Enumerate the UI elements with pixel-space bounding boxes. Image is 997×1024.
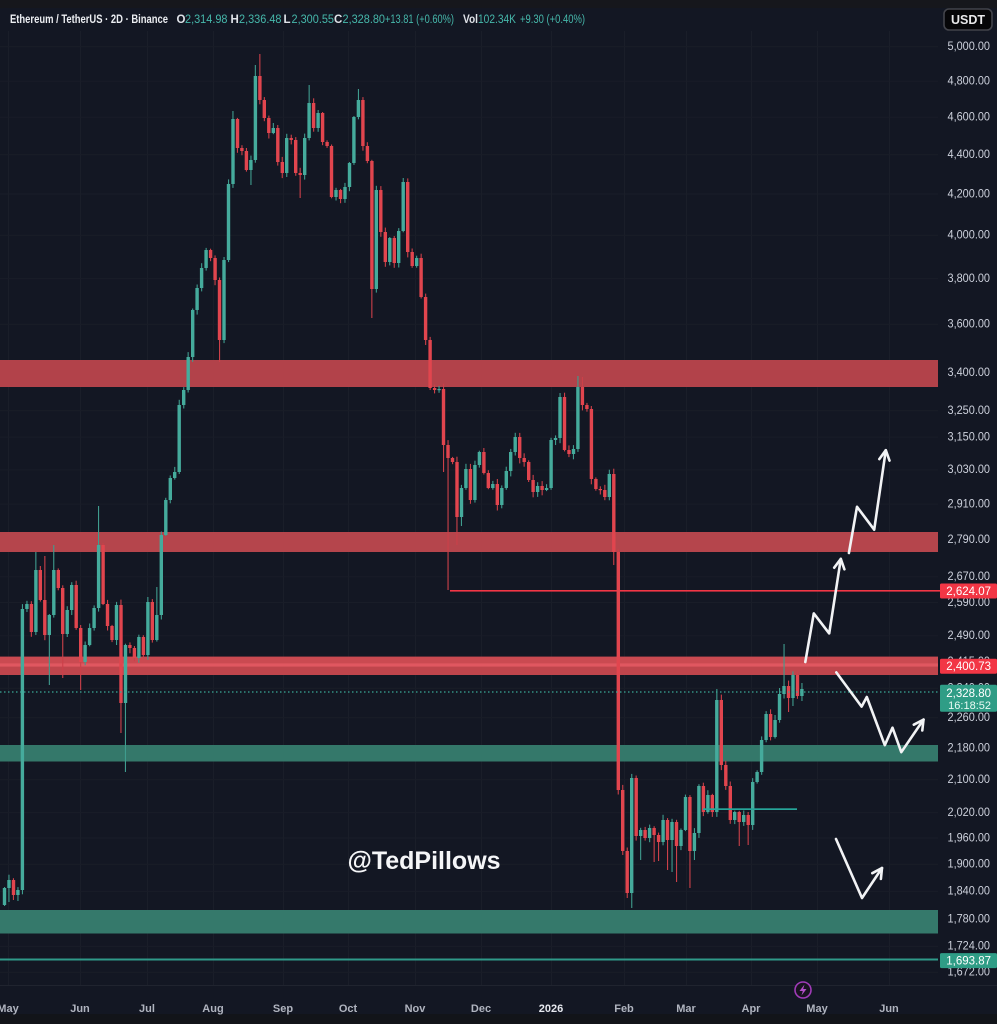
svg-text:2,314.98: 2,314.98 — [185, 14, 228, 26]
svg-text:2,328.80: 2,328.80 — [343, 14, 386, 26]
svg-text:C: C — [334, 14, 342, 26]
svg-text:3,150.00: 3,150.00 — [948, 431, 991, 443]
svg-text:2,400.73: 2,400.73 — [946, 661, 991, 673]
svg-text:4,400.00: 4,400.00 — [948, 149, 991, 161]
svg-text:H: H — [231, 14, 239, 26]
svg-text:1,724.00: 1,724.00 — [948, 941, 991, 953]
svg-text:2,336.48: 2,336.48 — [239, 14, 282, 26]
svg-text:O: O — [177, 14, 186, 26]
svg-text:3,400.00: 3,400.00 — [948, 367, 991, 379]
svg-text:Dec: Dec — [471, 1003, 491, 1015]
svg-text:L: L — [284, 14, 291, 26]
svg-text:4,800.00: 4,800.00 — [948, 76, 991, 88]
svg-text:Nov: Nov — [405, 1003, 427, 1015]
svg-text:Aug: Aug — [202, 1003, 223, 1015]
svg-text:Feb: Feb — [614, 1003, 634, 1015]
svg-text:@TedPillows: @TedPillows — [347, 847, 500, 875]
svg-text:2,180.00: 2,180.00 — [948, 742, 991, 754]
svg-text:Apr: Apr — [742, 1003, 762, 1015]
svg-text:3,800.00: 3,800.00 — [948, 273, 991, 285]
svg-text:1,693.87: 1,693.87 — [946, 956, 991, 968]
svg-text:2,328.80: 2,328.80 — [946, 688, 991, 700]
svg-text:4,600.00: 4,600.00 — [948, 112, 991, 124]
svg-text:16:18:52: 16:18:52 — [948, 700, 991, 712]
svg-text:Jun: Jun — [879, 1003, 899, 1015]
svg-text:4,000.00: 4,000.00 — [948, 230, 991, 242]
svg-text:3,600.00: 3,600.00 — [948, 319, 991, 331]
svg-text:USDT: USDT — [951, 13, 985, 27]
svg-text:Jun: Jun — [70, 1003, 90, 1015]
svg-text:1,672.00: 1,672.00 — [948, 967, 991, 979]
svg-text:2,300.55: 2,300.55 — [292, 14, 335, 26]
svg-text:+9.30 (+0.40%): +9.30 (+0.40%) — [520, 14, 585, 26]
svg-text:2,790.00: 2,790.00 — [948, 534, 991, 546]
svg-text:2,590.00: 2,590.00 — [948, 597, 991, 609]
svg-text:2,670.00: 2,670.00 — [948, 571, 991, 583]
svg-text:Sep: Sep — [273, 1003, 293, 1015]
svg-text:1,780.00: 1,780.00 — [948, 914, 991, 926]
svg-text:May: May — [806, 1003, 828, 1015]
svg-text:Oct: Oct — [339, 1003, 358, 1015]
svg-text:May: May — [0, 1003, 20, 1015]
svg-text:2026: 2026 — [539, 1003, 563, 1015]
svg-text:Jul: Jul — [139, 1003, 155, 1015]
svg-text:1,900.00: 1,900.00 — [948, 859, 991, 871]
svg-text:2,910.00: 2,910.00 — [948, 498, 991, 510]
svg-text:3,250.00: 3,250.00 — [948, 405, 991, 417]
svg-text:Ethereum / TetherUS · 2D · Bin: Ethereum / TetherUS · 2D · Binance — [10, 14, 168, 26]
svg-text:Mar: Mar — [676, 1003, 696, 1015]
svg-text:Vol: Vol — [463, 14, 478, 26]
svg-text:2,020.00: 2,020.00 — [948, 807, 991, 819]
svg-text:5,000.00: 5,000.00 — [948, 41, 991, 53]
svg-text:2,490.00: 2,490.00 — [948, 630, 991, 642]
svg-text:4,200.00: 4,200.00 — [948, 188, 991, 200]
svg-text:+13.81 (+0.60%): +13.81 (+0.60%) — [385, 14, 454, 26]
svg-text:2,260.00: 2,260.00 — [948, 712, 991, 724]
svg-text:102.34K: 102.34K — [478, 14, 516, 26]
svg-text:1,960.00: 1,960.00 — [948, 832, 991, 844]
svg-text:2,100.00: 2,100.00 — [948, 774, 991, 786]
svg-text:1,840.00: 1,840.00 — [948, 886, 991, 898]
svg-text:2,624.07: 2,624.07 — [946, 586, 991, 598]
svg-text:3,030.00: 3,030.00 — [948, 464, 991, 476]
